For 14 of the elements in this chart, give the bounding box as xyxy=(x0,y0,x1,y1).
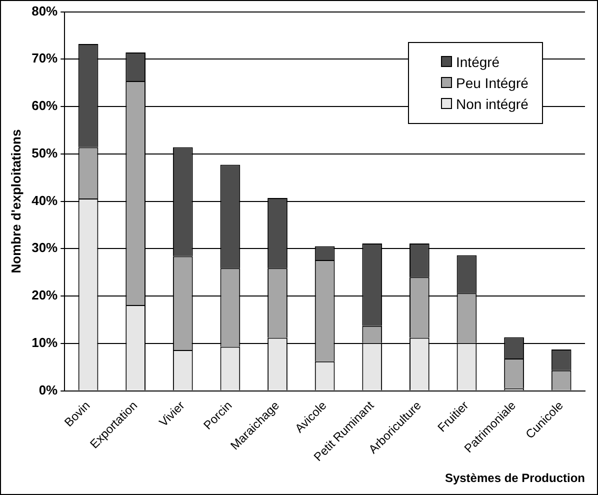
y-tick-label: 60% xyxy=(32,98,58,114)
y-tick-label: 10% xyxy=(32,334,58,350)
y-tick-label: 40% xyxy=(32,192,58,208)
legend-label: Intégré xyxy=(456,54,500,70)
y-tick-label: 30% xyxy=(32,240,58,256)
y-tick-label: 50% xyxy=(32,145,58,160)
x-axis-title: Systèmes de Production xyxy=(444,471,585,486)
legend-label: Non intégré xyxy=(456,96,528,112)
y-tick-label: 20% xyxy=(32,288,58,303)
y-axis-title: Nombre d'exploitations xyxy=(8,129,24,274)
y-tick-label: 80% xyxy=(32,3,58,18)
legend-label: Peu Intégré xyxy=(456,74,528,91)
y-tick-label: 70% xyxy=(32,50,58,66)
y-tick-label: 0% xyxy=(38,382,58,398)
